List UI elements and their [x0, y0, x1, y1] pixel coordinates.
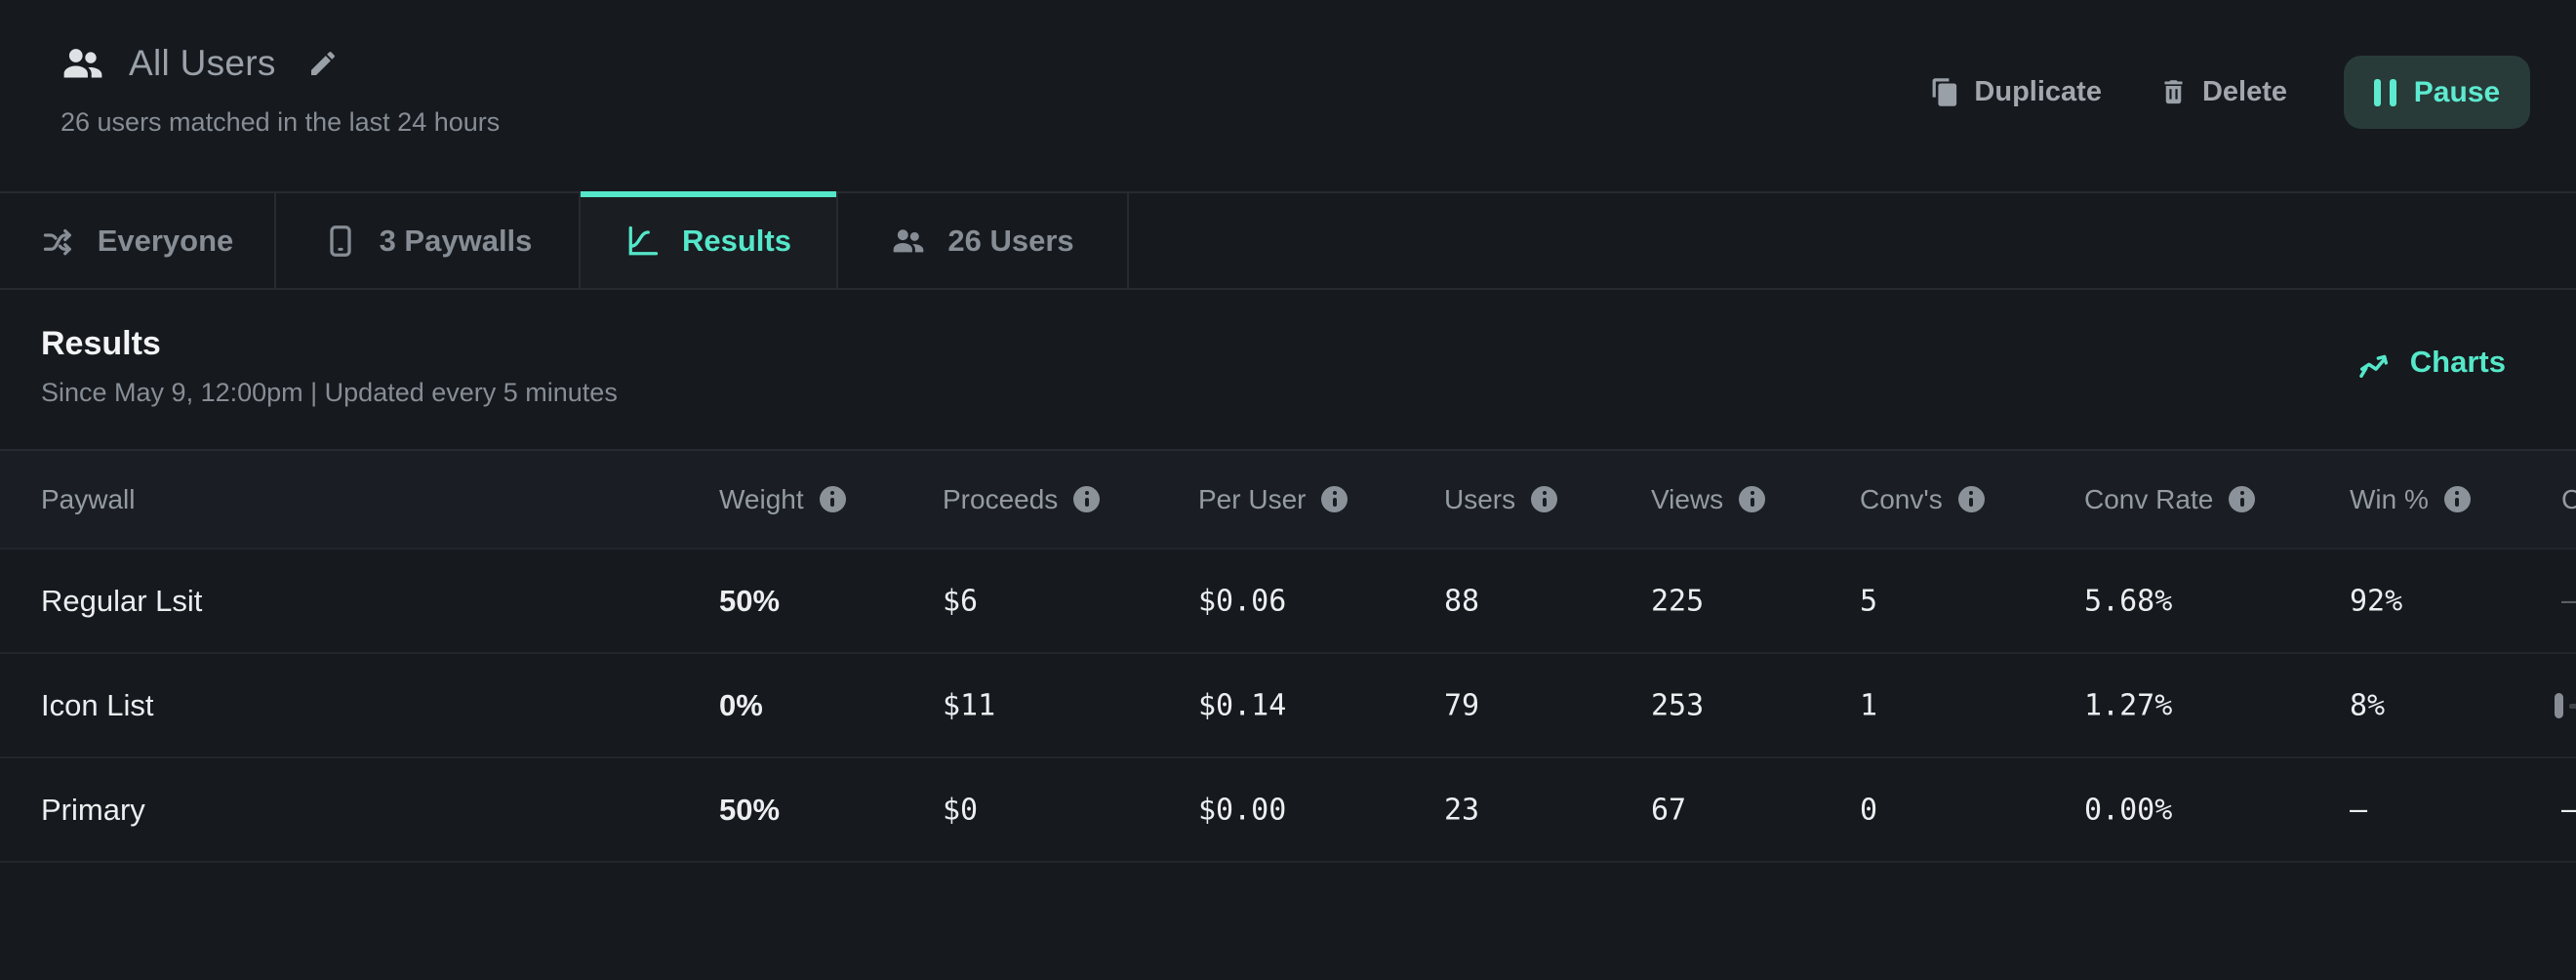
- col-paywall: Paywall: [41, 483, 136, 514]
- page-title: All Users: [129, 43, 276, 83]
- info-icon[interactable]: [1073, 486, 1101, 512]
- phone-icon: [329, 225, 351, 257]
- delete-button[interactable]: Delete: [2158, 76, 2287, 108]
- cell-views: 225: [1651, 584, 1705, 618]
- trend-line-icon: [2359, 354, 2388, 378]
- info-icon[interactable]: [1321, 486, 1348, 512]
- info-icon[interactable]: [819, 486, 846, 512]
- charts-label: Charts: [2409, 345, 2506, 379]
- cell-proceeds: $6: [943, 584, 979, 618]
- info-icon[interactable]: [2443, 486, 2471, 512]
- trash-icon: [2164, 80, 2183, 104]
- cell-paywall: Primary: [41, 792, 145, 827]
- cell-proceeds: $0: [943, 793, 979, 827]
- tab-results[interactable]: Results: [581, 191, 838, 288]
- cell-weight: 50%: [719, 792, 781, 827]
- tab-users-label: 26 Users: [947, 223, 1074, 258]
- cell-per-user: $0.00: [1198, 793, 1287, 827]
- col-conv-rate: Conv Rate: [2084, 484, 2256, 515]
- info-icon[interactable]: [2229, 486, 2256, 512]
- cell-views: 253: [1651, 688, 1705, 722]
- tab-results-label: Results: [682, 223, 791, 258]
- cell-views: 67: [1651, 793, 1687, 827]
- cell-conv-rate: 0.00%: [2084, 793, 2173, 827]
- info-icon[interactable]: [1739, 486, 1766, 512]
- cell-clipped: –: [2561, 793, 2576, 827]
- cell-paywall: Regular Lsit: [41, 583, 203, 618]
- edit-pencil-icon[interactable]: [307, 48, 339, 79]
- table-header-row: Paywall Weight Proceeds Per User Users V…: [0, 449, 2576, 550]
- cell-per-user: $0.14: [1198, 688, 1287, 722]
- info-icon[interactable]: [1957, 486, 1985, 512]
- results-title: Results: [41, 325, 161, 362]
- table-row[interactable]: Primary 50% $0 $0.00 23 67 0 0.00% – –: [0, 758, 2576, 863]
- active-tab-indicator: [581, 191, 836, 197]
- col-per-user: Per User: [1198, 484, 1348, 515]
- col-clipped: C: [2561, 483, 2576, 514]
- copy-icon: [1933, 78, 1957, 106]
- scrollbar-track-mark: [2569, 704, 2576, 709]
- cell-clipped: –: [2561, 584, 2576, 618]
- col-win: Win %: [2350, 484, 2471, 515]
- cell-convs: 0: [1860, 793, 1878, 827]
- results-subtitle: Since May 9, 12:00pm | Updated every 5 m…: [41, 378, 618, 407]
- cell-proceeds: $11: [943, 688, 996, 722]
- table-row[interactable]: Icon List 0% $11 $0.14 79 253 1 1.27% 8%: [0, 654, 2576, 758]
- col-convs: Conv's: [1860, 484, 1985, 515]
- cell-win: 92%: [2350, 584, 2403, 618]
- cell-per-user: $0.06: [1198, 584, 1287, 618]
- duplicate-button[interactable]: Duplicate: [1930, 76, 2102, 108]
- users-icon: [894, 228, 924, 252]
- col-proceeds: Proceeds: [943, 484, 1101, 515]
- shuffle-icon: [43, 228, 71, 255]
- pause-label: Pause: [2413, 75, 2501, 108]
- tab-everyone[interactable]: Everyone: [0, 193, 276, 288]
- header-actions: Duplicate Delete Pause: [1930, 56, 2530, 129]
- charts-button[interactable]: Charts: [2357, 344, 2506, 381]
- col-weight: Weight: [719, 484, 846, 515]
- cell-weight: 0%: [719, 687, 763, 722]
- users-icon: [63, 49, 102, 78]
- tab-everyone-label: Everyone: [97, 223, 234, 258]
- cell-users: 79: [1444, 688, 1480, 722]
- cell-convs: 1: [1860, 688, 1878, 722]
- tab-users[interactable]: 26 Users: [838, 193, 1129, 288]
- cell-users: 23: [1444, 793, 1480, 827]
- cell-win: 8%: [2350, 688, 2386, 722]
- tab-bar: Everyone 3 Paywalls Results 26 Users: [0, 191, 2576, 290]
- tab-paywalls-label: 3 Paywalls: [379, 223, 533, 258]
- scrollbar-thumb[interactable]: [2555, 693, 2563, 718]
- page-header: All Users 26 users matched in the last 2…: [0, 0, 2576, 191]
- delete-label: Delete: [2201, 76, 2287, 107]
- table-row[interactable]: Regular Lsit 50% $6 $0.06 88 225 5 5.68%…: [0, 550, 2576, 654]
- duplicate-label: Duplicate: [1974, 76, 2102, 107]
- results-section-header: Results Since May 9, 12:00pm | Updated e…: [0, 290, 2576, 449]
- info-icon[interactable]: [1531, 486, 1558, 512]
- tab-paywalls[interactable]: 3 Paywalls: [276, 193, 581, 288]
- cell-convs: 5: [1860, 584, 1878, 618]
- cell-conv-rate: 1.27%: [2084, 688, 2173, 722]
- matched-users-subtitle: 26 users matched in the last 24 hours: [60, 107, 501, 137]
- cell-users: 88: [1444, 584, 1480, 618]
- cell-paywall: Icon List: [41, 687, 154, 722]
- pause-button[interactable]: Pause: [2344, 56, 2530, 129]
- cell-conv-rate: 5.68%: [2084, 584, 2173, 618]
- line-chart-icon: [628, 225, 659, 255]
- col-views: Views: [1651, 484, 1766, 515]
- cell-win: –: [2350, 793, 2368, 827]
- col-users: Users: [1444, 484, 1558, 515]
- cell-weight: 50%: [719, 583, 781, 618]
- pause-icon: [2373, 78, 2396, 106]
